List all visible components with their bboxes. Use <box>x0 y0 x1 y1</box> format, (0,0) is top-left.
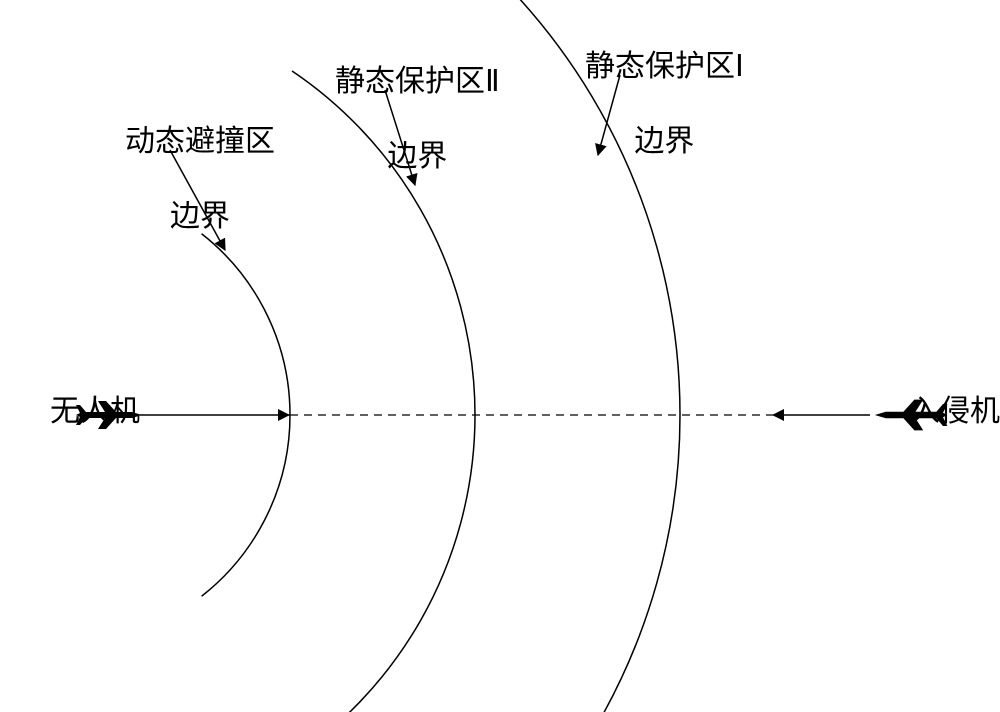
label-dynamic-line1: 动态避撞区 <box>125 125 275 158</box>
label-static-ii-line2: 边界 <box>387 140 447 173</box>
label-intruder: 入侵机 <box>880 355 1000 468</box>
arrowhead-right <box>278 409 290 421</box>
label-dynamic-zone: 动态避撞区 边界 <box>95 85 275 273</box>
label-uav: 无人机 <box>20 355 140 468</box>
label-dynamic-line2: 边界 <box>170 200 230 233</box>
arrowhead-left <box>772 409 784 421</box>
label-static-i-zone: 静态保护区Ⅰ 边界 <box>555 10 744 198</box>
label-intruder-text: 入侵机 <box>910 395 1000 428</box>
diagram-stage: 动态避撞区 边界 静态保护区Ⅱ 边界 静态保护区Ⅰ 边界 无人机 入侵机 <box>0 0 1000 712</box>
label-uav-text: 无人机 <box>50 395 140 428</box>
label-static-ii-line1: 静态保护区Ⅱ <box>335 65 500 98</box>
label-static-ii-zone: 静态保护区Ⅱ 边界 <box>305 25 500 213</box>
label-static-i-line2: 边界 <box>634 125 694 158</box>
label-static-i-line1: 静态保护区Ⅰ <box>585 50 744 83</box>
